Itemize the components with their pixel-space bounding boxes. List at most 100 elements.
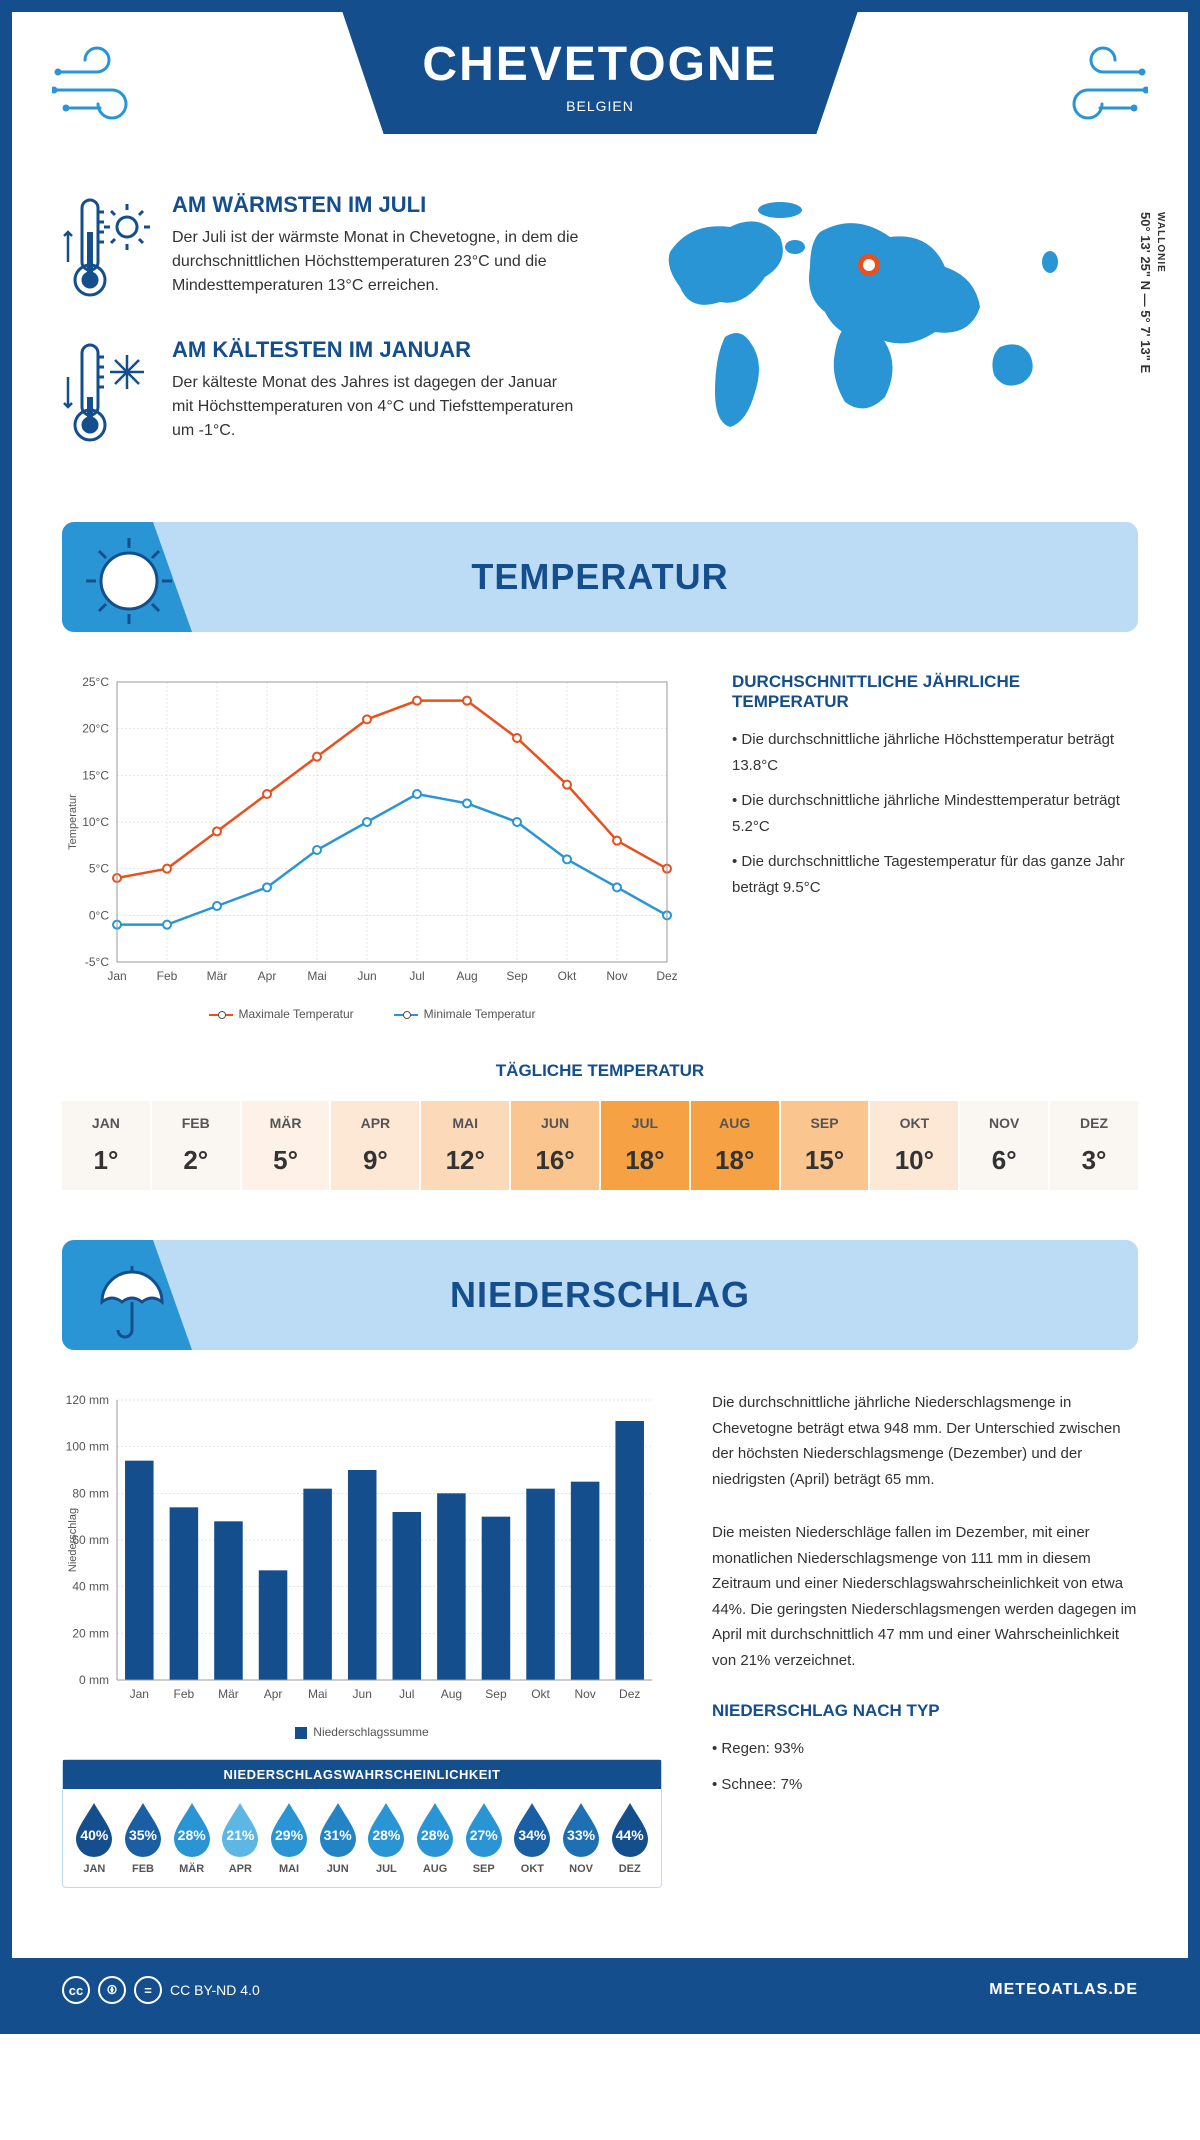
section-title: NIEDERSCHLAG <box>62 1274 1138 1316</box>
svg-text:5°C: 5°C <box>89 862 109 876</box>
precipitation-bar-chart: 0 mm20 mm40 mm60 mm80 mm100 mm120 mmJanF… <box>62 1390 662 1888</box>
svg-text:Okt: Okt <box>558 969 577 983</box>
svg-text:Niederschlag: Niederschlag <box>67 1508 79 1572</box>
cc-icon: cc <box>62 1976 90 2004</box>
temp-cell: OKT10° <box>870 1101 958 1190</box>
probability-drop: 33% NOV <box>558 1801 605 1875</box>
svg-text:Jun: Jun <box>357 969 376 983</box>
svg-text:80 mm: 80 mm <box>72 1486 109 1500</box>
precipitation-probability-panel: NIEDERSCHLAGSWAHRSCHEINLICHKEIT 40% JAN … <box>62 1759 662 1888</box>
svg-text:Nov: Nov <box>606 969 627 983</box>
svg-text:Jan: Jan <box>107 969 126 983</box>
svg-text:25°C: 25°C <box>82 675 109 689</box>
svg-text:Mai: Mai <box>307 969 326 983</box>
svg-text:Dez: Dez <box>656 969 677 983</box>
svg-text:Jul: Jul <box>409 969 424 983</box>
svg-text:Jul: Jul <box>399 1687 414 1701</box>
probability-drop: 28% JUL <box>363 1801 410 1875</box>
temperature-line-chart: -5°C0°C5°C10°C15°C20°C25°CJanFebMärAprMa… <box>62 672 682 1021</box>
temp-cell: JAN1° <box>62 1101 150 1190</box>
svg-text:Temperatur: Temperatur <box>67 794 79 850</box>
temp-cell: SEP15° <box>781 1101 869 1190</box>
warmest-fact: AM WÄRMSTEN IM JULI Der Juli ist der wär… <box>62 192 580 307</box>
world-map <box>620 192 1138 447</box>
svg-text:Mär: Mär <box>207 969 228 983</box>
svg-text:Aug: Aug <box>456 969 477 983</box>
section-title: TEMPERATUR <box>62 556 1138 598</box>
nd-icon: = <box>134 1976 162 2004</box>
wind-icon <box>52 42 172 137</box>
temp-cell: MAI12° <box>421 1101 509 1190</box>
svg-text:20 mm: 20 mm <box>72 1626 109 1640</box>
license: cc 🅯 = CC BY-ND 4.0 <box>62 1976 260 2004</box>
temperature-section-header: TEMPERATUR <box>62 522 1138 632</box>
probability-drop: 31% JUN <box>314 1801 361 1875</box>
temp-cell: JUN16° <box>511 1101 599 1190</box>
intro-row: AM WÄRMSTEN IM JULI Der Juli ist der wär… <box>62 192 1138 482</box>
temperature-summary: DURCHSCHNITTLICHE JÄHRLICHE TEMPERATUR •… <box>732 672 1138 1021</box>
probability-drop: 35% FEB <box>120 1801 167 1875</box>
temp-cell: APR9° <box>331 1101 419 1190</box>
title-banner: CHEVETOGNE BELGIEN <box>342 12 857 134</box>
probability-drop: 28% MÄR <box>168 1801 215 1875</box>
coldest-fact: AM KÄLTESTEN IM JANUAR Der kälteste Mona… <box>62 337 580 452</box>
country-subtitle: BELGIEN <box>422 98 777 114</box>
warmest-title: AM WÄRMSTEN IM JULI <box>172 192 580 218</box>
svg-text:Jun: Jun <box>353 1687 372 1701</box>
temp-cell: JUL18° <box>601 1101 689 1190</box>
svg-text:120 mm: 120 mm <box>66 1393 109 1407</box>
temp-cell: MÄR5° <box>242 1101 330 1190</box>
city-title: CHEVETOGNE <box>422 37 777 92</box>
temp-cell: DEZ3° <box>1050 1101 1138 1190</box>
temp-cell: AUG18° <box>691 1101 779 1190</box>
svg-text:Sep: Sep <box>485 1687 507 1701</box>
svg-text:Jan: Jan <box>130 1687 149 1701</box>
svg-text:0 mm: 0 mm <box>79 1673 109 1687</box>
probability-drop: 28% AUG <box>412 1801 459 1875</box>
brand: METEOATLAS.DE <box>989 1981 1138 1999</box>
probability-drop: 21% APR <box>217 1801 264 1875</box>
probability-drop: 27% SEP <box>460 1801 507 1875</box>
svg-text:0°C: 0°C <box>89 908 109 922</box>
svg-text:Aug: Aug <box>441 1687 462 1701</box>
svg-text:Dez: Dez <box>619 1687 640 1701</box>
daily-temp-title: TÄGLICHE TEMPERATUR <box>62 1061 1138 1081</box>
temp-cell: NOV6° <box>960 1101 1048 1190</box>
svg-text:Sep: Sep <box>506 969 528 983</box>
page-frame: CHEVETOGNE BELGIEN <box>0 0 1200 2034</box>
svg-text:15°C: 15°C <box>82 768 109 782</box>
sun-icon <box>82 534 177 634</box>
coordinates: WALLONIE 50° 13' 25" N — 5° 7' 13" E <box>1138 212 1168 373</box>
temp-cell: FEB2° <box>152 1101 240 1190</box>
probability-drop: 34% OKT <box>509 1801 556 1875</box>
daily-temperature-table: JAN1°FEB2°MÄR5°APR9°MAI12°JUN16°JUL18°AU… <box>62 1101 1138 1190</box>
svg-text:Apr: Apr <box>264 1687 283 1701</box>
probability-drop: 40% JAN <box>71 1801 118 1875</box>
warmest-text: Der Juli ist der wärmste Monat in Chevet… <box>172 226 580 298</box>
thermometer-sun-icon <box>62 192 152 307</box>
by-icon: 🅯 <box>98 1976 126 2004</box>
precipitation-summary: Die durchschnittliche jährliche Niedersc… <box>712 1390 1138 1888</box>
svg-text:Okt: Okt <box>531 1687 550 1701</box>
chart-legend: Niederschlagssumme <box>62 1725 662 1739</box>
svg-text:Mai: Mai <box>308 1687 327 1701</box>
svg-text:100 mm: 100 mm <box>66 1440 109 1454</box>
svg-text:10°C: 10°C <box>82 815 109 829</box>
probability-drop: 44% DEZ <box>606 1801 653 1875</box>
probability-drop: 29% MAI <box>266 1801 313 1875</box>
wind-icon <box>1028 42 1148 137</box>
coldest-text: Der kälteste Monat des Jahres ist dagege… <box>172 371 580 443</box>
footer: cc 🅯 = CC BY-ND 4.0 METEOATLAS.DE <box>12 1958 1188 2022</box>
thermometer-snow-icon <box>62 337 152 452</box>
svg-text:Nov: Nov <box>574 1687 595 1701</box>
svg-text:Apr: Apr <box>258 969 277 983</box>
svg-text:Feb: Feb <box>157 969 178 983</box>
svg-text:40 mm: 40 mm <box>72 1580 109 1594</box>
svg-text:20°C: 20°C <box>82 722 109 736</box>
map-pin-icon <box>858 254 880 276</box>
svg-text:Feb: Feb <box>174 1687 195 1701</box>
coldest-title: AM KÄLTESTEN IM JANUAR <box>172 337 580 363</box>
umbrella-icon <box>82 1252 177 1352</box>
header: CHEVETOGNE BELGIEN <box>12 12 1188 192</box>
svg-text:Mär: Mär <box>218 1687 239 1701</box>
